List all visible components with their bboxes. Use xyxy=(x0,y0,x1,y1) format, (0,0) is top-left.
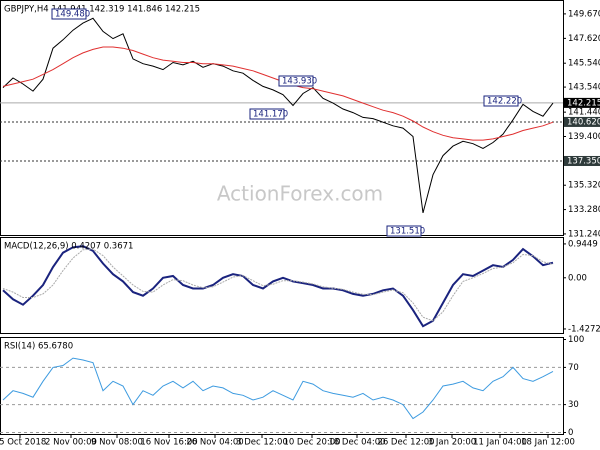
x-tick-label: 18 Jan 12:00 xyxy=(521,438,575,448)
y-tick-label: -1.4272 xyxy=(568,324,600,334)
last-price-box xyxy=(564,97,600,108)
x-tick-label: 16 Nov 16:00 xyxy=(140,438,197,448)
series-line xyxy=(2,357,554,420)
rsi-panel xyxy=(0,337,564,435)
y-tick-label: 0.9449 xyxy=(568,239,598,249)
annotation-label: 149.480 xyxy=(55,10,90,20)
annotation-box xyxy=(386,225,422,237)
y-tick-label: 147.620 xyxy=(568,34,600,44)
y-tick-label: 145.540 xyxy=(568,59,600,69)
y-tick-label: 70 xyxy=(568,363,579,373)
x-tick-label: 18 Dec 04:00 xyxy=(328,438,385,448)
annotation-box xyxy=(278,75,314,87)
y-tick-label: 133.280 xyxy=(568,205,600,215)
annotation-box xyxy=(483,95,519,107)
y-tick-label: 149.670 xyxy=(568,9,600,19)
annotation-box xyxy=(51,8,87,20)
annotation-label: 143.930 xyxy=(282,77,317,87)
level-label: 140.620 xyxy=(567,117,600,127)
last-price-label: 142.215 xyxy=(567,98,600,108)
y-tick-label: 139.400 xyxy=(568,132,600,142)
series-line xyxy=(2,245,554,328)
annotation-label: 141.170 xyxy=(253,110,288,120)
level-box xyxy=(564,116,600,127)
y-tick-label: 0.00 xyxy=(568,273,587,283)
panel-title: GBPJPY,H4 141.941 142.319 141.846 142.21… xyxy=(4,5,200,15)
x-tick-label: 2 Nov 00:00 xyxy=(45,438,97,448)
level-box xyxy=(564,155,600,166)
y-tick-label: 131.240 xyxy=(568,229,600,239)
annotation-label: 131.510 xyxy=(390,227,425,237)
x-tick-label: 25 Oct 2018 xyxy=(0,438,46,448)
x-tick-label: 26 Dec 12:00 xyxy=(377,438,434,448)
y-tick-label: 141.440 xyxy=(568,108,600,118)
watermark: ActionForex.com xyxy=(217,182,383,206)
level-label: 137.350 xyxy=(567,156,600,166)
x-tick-label: 3 Dec 12:00 xyxy=(236,438,288,448)
x-tick-label: 9 Nov 08:00 xyxy=(91,438,143,448)
y-tick-label: 143.540 xyxy=(568,83,600,93)
y-tick-label: 30 xyxy=(568,400,579,410)
y-tick-label: 135.320 xyxy=(568,181,600,191)
x-tick-label: 11 Jan 04:00 xyxy=(473,438,527,448)
price-panel xyxy=(0,0,564,236)
macd-panel xyxy=(0,237,564,334)
series-line xyxy=(2,17,554,214)
panel-title: MACD(12,26,9) 0.4207 0.3671 xyxy=(4,242,133,252)
x-tick-label: 10 Dec 20:00 xyxy=(283,438,340,448)
series-line xyxy=(2,248,554,322)
panel-title: RSI(14) 65.6780 xyxy=(4,342,73,352)
x-tick-label: 26 Nov 04:00 xyxy=(186,438,243,448)
annotation-box xyxy=(249,108,285,120)
y-tick-label: 0 xyxy=(568,428,573,438)
y-tick-label: 100 xyxy=(568,335,584,345)
annotation-label: 142.220 xyxy=(487,97,522,107)
x-tick-label: 3 Jan 20:00 xyxy=(428,438,476,448)
series-line xyxy=(2,46,554,141)
